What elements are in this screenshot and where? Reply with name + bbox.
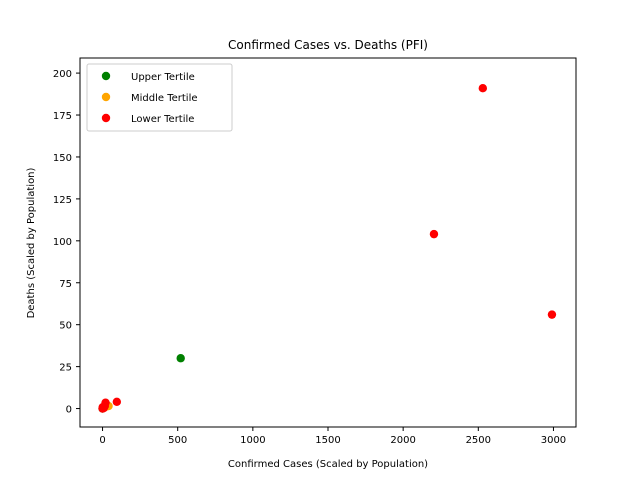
- y-axis: 0 25 50 75 100 125 150 175 200: [53, 69, 80, 416]
- y-tick-label: 200: [53, 69, 72, 80]
- y-tick-label: 150: [53, 153, 72, 164]
- legend-label-lower-tertile: Lower Tertile: [131, 114, 194, 125]
- y-tick-label: 100: [53, 237, 72, 248]
- x-tick-label: 0: [99, 435, 105, 446]
- x-tick-label: 2000: [390, 435, 415, 446]
- legend-marker-upper-tertile: [101, 71, 111, 81]
- x-tick-label: 500: [168, 435, 187, 446]
- x-axis: 0 500 1000 1500 2000 2500 3000: [99, 427, 566, 446]
- data-points: [98, 83, 557, 413]
- legend: Upper Tertile Middle Tertile Lower Tertile: [86, 63, 233, 132]
- y-tick-label: 175: [53, 111, 72, 122]
- lower-tertile-point: [112, 397, 122, 407]
- y-tick-label: 125: [53, 195, 72, 206]
- x-tick-label: 3000: [541, 435, 566, 446]
- y-axis-label: Deaths (Scaled by Population): [26, 167, 37, 318]
- x-axis-label: Confirmed Cases (Scaled by Population): [228, 459, 428, 470]
- lower-tertile-point: [98, 403, 107, 412]
- lower-tertile-point: [429, 229, 439, 239]
- y-tick-label: 25: [59, 363, 72, 374]
- legend-marker-lower-tertile: [101, 113, 111, 123]
- legend-box: [86, 63, 233, 132]
- legend-label-middle-tertile: Middle Tertile: [131, 93, 198, 104]
- legend-marker-middle-tertile: [101, 92, 111, 102]
- x-tick-label: 2500: [466, 435, 491, 446]
- lower-tertile-point: [478, 83, 488, 93]
- y-tick-label: 75: [59, 279, 72, 290]
- x-tick-label: 1500: [315, 435, 340, 446]
- legend-label-upper-tertile: Upper Tertile: [131, 72, 195, 83]
- y-tick-label: 0: [66, 405, 72, 416]
- y-tick-label: 50: [59, 321, 72, 332]
- x-tick-label: 1000: [240, 435, 265, 446]
- lower-tertile-point: [547, 310, 557, 319]
- upper-tertile-point: [176, 354, 185, 363]
- chart-title: Confirmed Cases vs. Deaths (PFI): [228, 38, 428, 52]
